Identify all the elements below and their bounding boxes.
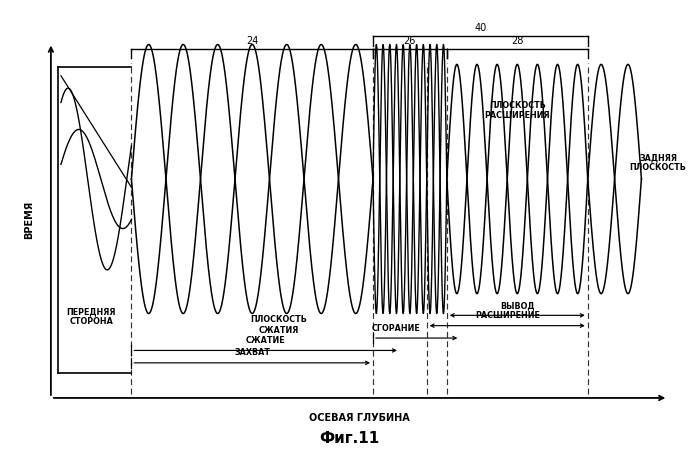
Text: ВРЕМЯ: ВРЕМЯ bbox=[24, 201, 34, 240]
Text: 26: 26 bbox=[404, 36, 416, 45]
Text: Фиг.11: Фиг.11 bbox=[319, 431, 380, 446]
Text: РАСШИРЕНИЕ: РАСШИРЕНИЕ bbox=[475, 311, 540, 320]
Text: 40: 40 bbox=[474, 23, 487, 33]
Text: 24: 24 bbox=[246, 36, 259, 45]
Text: СЖАТИЕ: СЖАТИЕ bbox=[246, 336, 285, 345]
Text: ЗАХВАТ: ЗАХВАТ bbox=[234, 348, 271, 358]
Text: ПЕРЕДНЯЯ
СТОРОНА: ПЕРЕДНЯЯ СТОРОНА bbox=[66, 307, 116, 326]
Text: ЗАДНЯЯ
ПЛОСКОСТЬ: ЗАДНЯЯ ПЛОСКОСТЬ bbox=[630, 153, 686, 172]
Text: ПЛОСКОСТЬ
СЖАТИЯ: ПЛОСКОСТЬ СЖАТИЯ bbox=[251, 315, 308, 335]
Text: СГОРАНИЕ: СГОРАНИЕ bbox=[372, 324, 421, 333]
Text: ВЫВОД: ВЫВОД bbox=[500, 301, 535, 310]
Text: ОСЕВАЯ ГЛУБИНА: ОСЕВАЯ ГЛУБИНА bbox=[309, 413, 410, 423]
Text: 28: 28 bbox=[511, 36, 524, 45]
Text: ПЛОСКОСТЬ
РАСШИРЕНИЯ: ПЛОСКОСТЬ РАСШИРЕНИЯ bbox=[484, 101, 550, 120]
